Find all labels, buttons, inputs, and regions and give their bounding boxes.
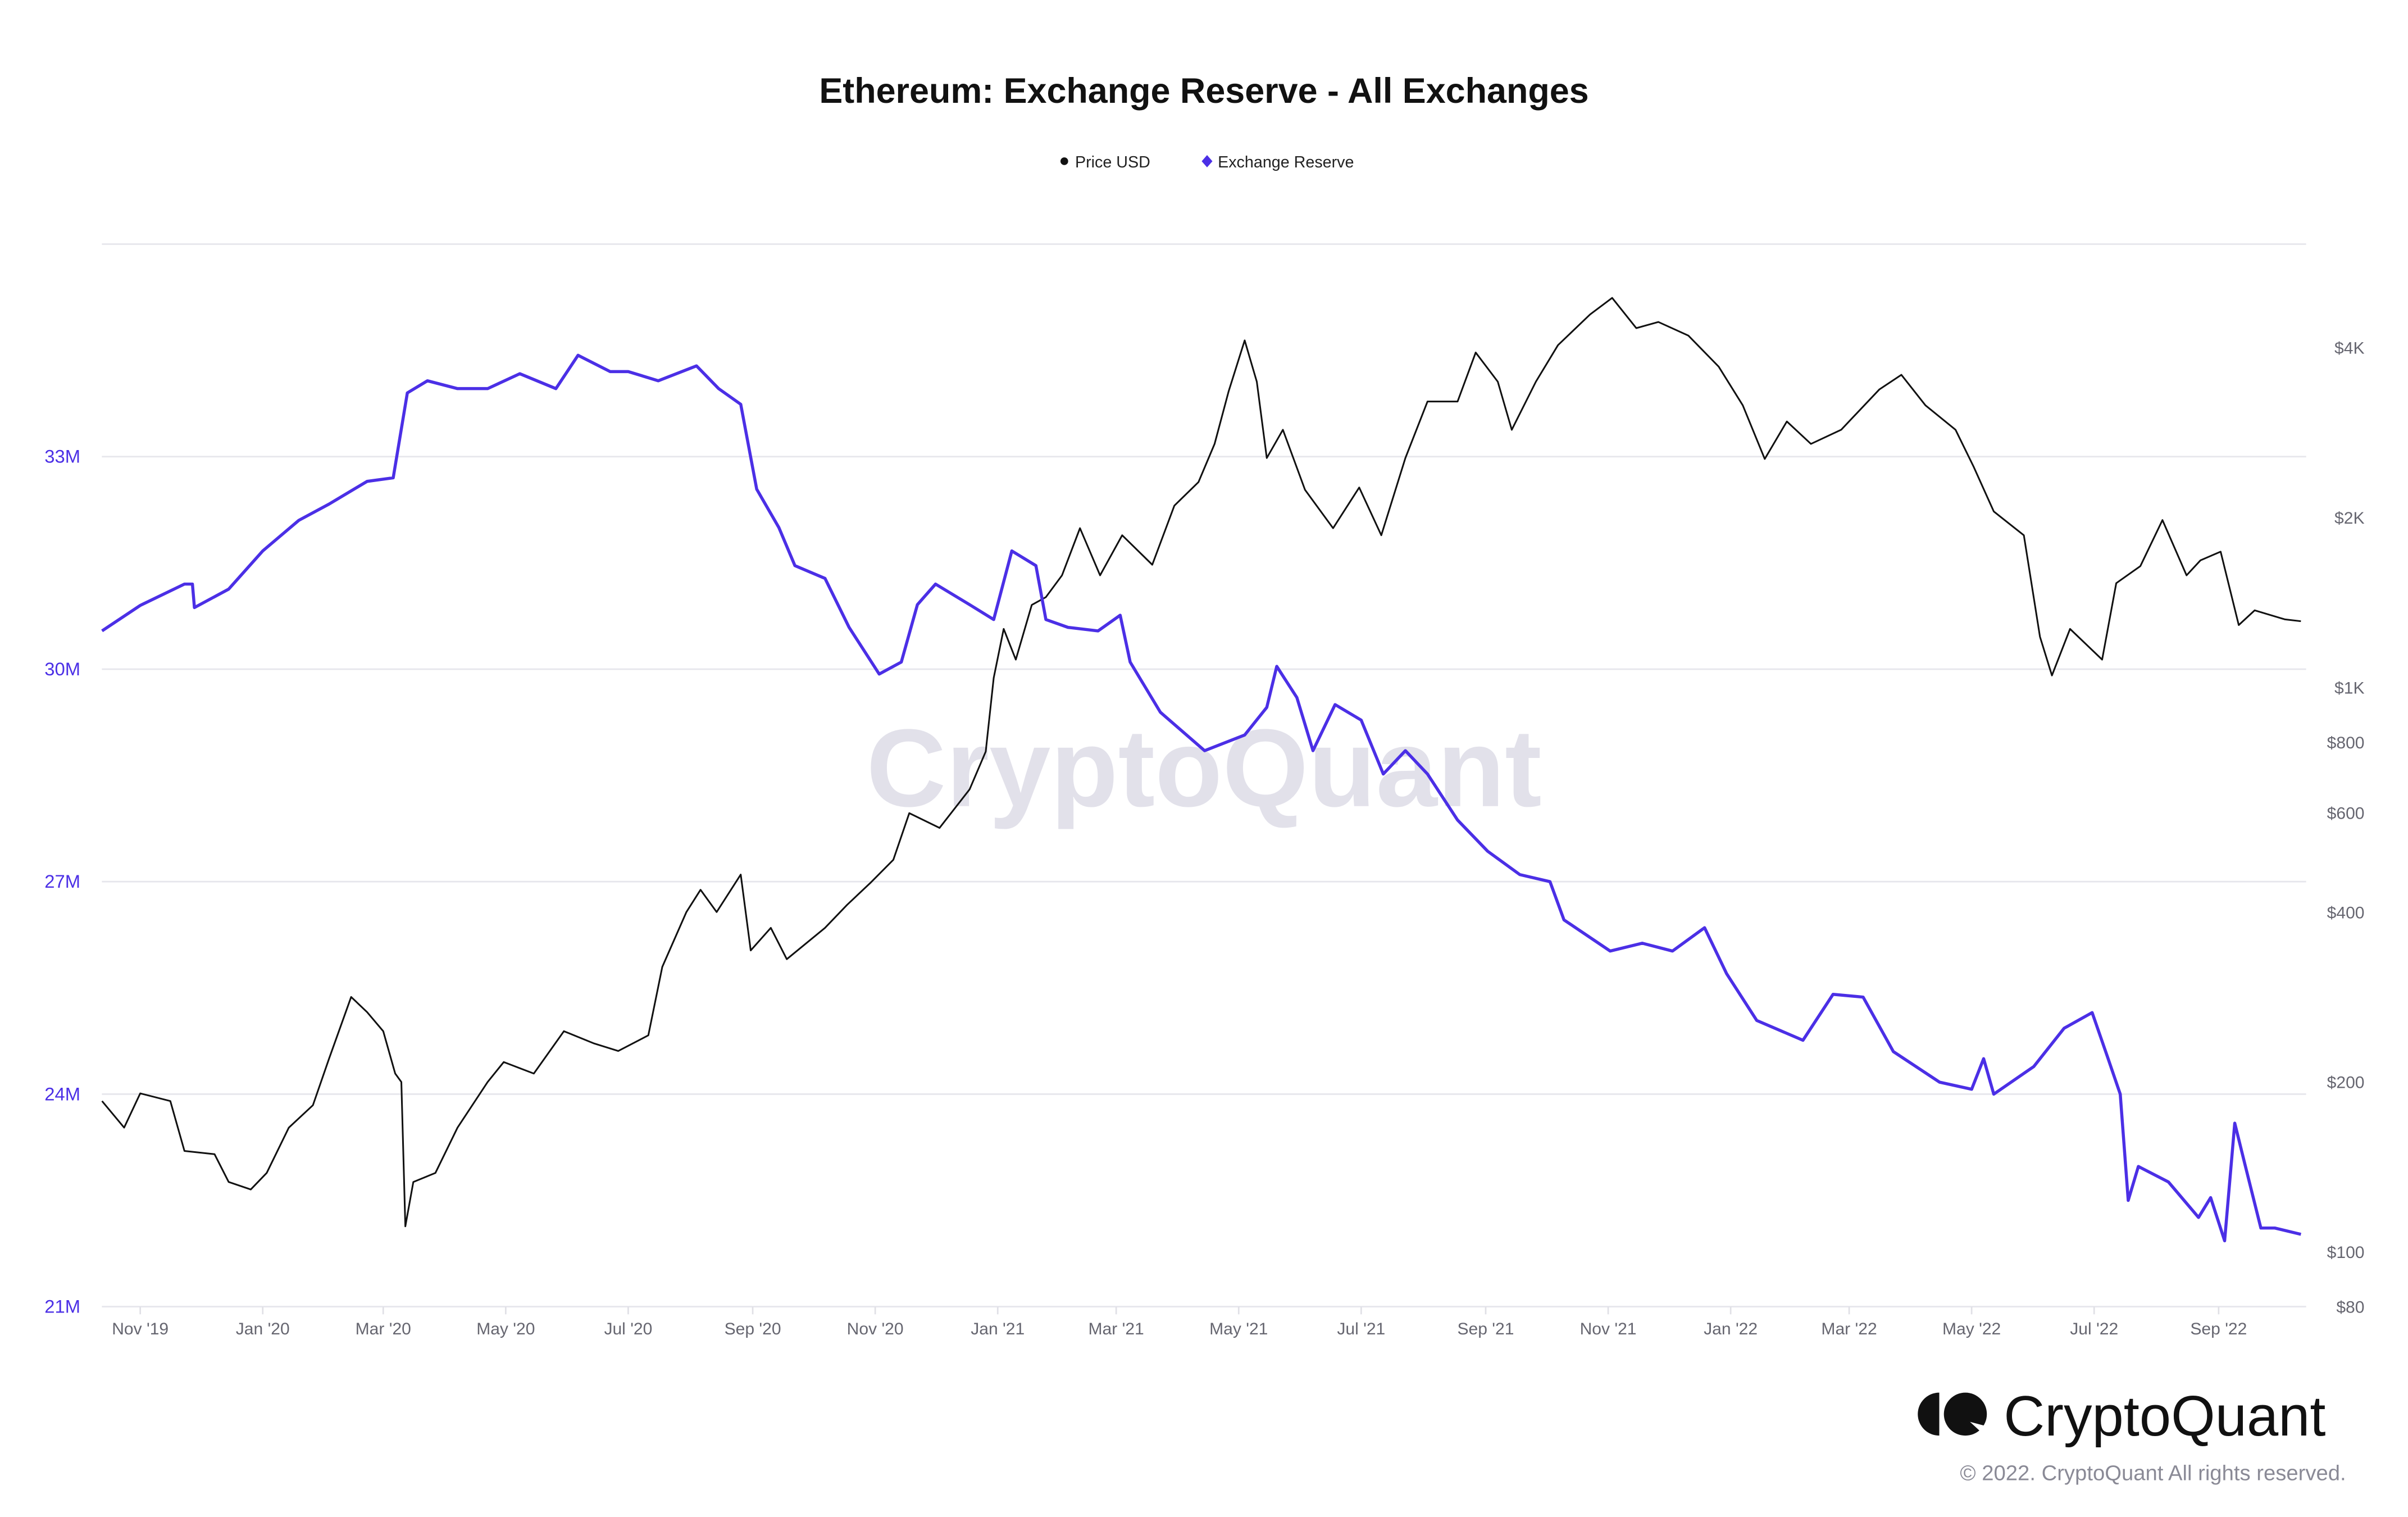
- legend-label-price: Price USD: [1075, 153, 1150, 171]
- x-tick-label: Jan '20: [236, 1320, 290, 1338]
- series-layer: [101, 297, 2301, 1243]
- x-tick-label: Sep '21: [1457, 1320, 1514, 1338]
- x-tick-label: Jul '20: [604, 1320, 652, 1338]
- x-tick-label: Nov '21: [1580, 1320, 1637, 1338]
- x-tick-label: May '21: [1209, 1320, 1268, 1338]
- x-tick-label: Nov '20: [847, 1320, 904, 1338]
- right-tick-label: $400: [2327, 903, 2365, 922]
- right-tick-label: $2K: [2334, 509, 2364, 528]
- x-tick-label: Jan '21: [971, 1320, 1025, 1338]
- logo-text: CryptoQuant: [2004, 1384, 2325, 1448]
- legend: Price USD Exchange Reserve: [1060, 153, 1354, 171]
- right-tick-label: $200: [2327, 1074, 2365, 1092]
- x-tick-label: Sep '22: [2190, 1320, 2247, 1338]
- gridlines: [102, 243, 2306, 1307]
- legend-item-price[interactable]: Price USD: [1060, 153, 1150, 171]
- left-tick-label: 33M: [44, 446, 80, 467]
- x-tick-label: May '22: [1942, 1320, 2001, 1338]
- right-tick-label: $80: [2336, 1298, 2364, 1317]
- x-axis: Nov '19 Jan '20 Mar '20 May '20 Jul '20 Sep '…: [112, 1306, 2247, 1338]
- x-tick-label: Jul '22: [2070, 1320, 2118, 1338]
- x-tick-label: Mar '21: [1089, 1320, 1144, 1338]
- x-tick-label: Sep '20: [725, 1320, 781, 1338]
- legend-circle-marker: [1060, 157, 1068, 165]
- x-tick-label: Mar '22: [1821, 1320, 1877, 1338]
- x-tick-label: Jul '21: [1337, 1320, 1385, 1338]
- left-tick-label: 24M: [44, 1083, 80, 1104]
- watermark: CryptoQuant: [866, 706, 1541, 830]
- right-axis: $80 $100 $200 $400 $600 $800 $1K $2K $4K: [2327, 339, 2365, 1317]
- left-tick-label: 30M: [44, 658, 80, 679]
- right-tick-label: $800: [2327, 734, 2365, 752]
- cryptoquant-logo-icon: [1918, 1392, 1993, 1441]
- chart-title: Ethereum: Exchange Reserve - All Exchang…: [819, 71, 1588, 111]
- right-tick-label: $4K: [2334, 339, 2364, 358]
- x-tick-label: Nov '19: [112, 1320, 169, 1338]
- legend-item-reserve[interactable]: Exchange Reserve: [1201, 153, 1354, 171]
- right-tick-label: $100: [2327, 1243, 2365, 1262]
- left-tick-label: 21M: [44, 1296, 80, 1317]
- exchange-reserve-line[interactable]: [101, 353, 2301, 1243]
- left-axis: 21M 24M 27M 30M 33M: [44, 446, 80, 1317]
- left-tick-label: 27M: [44, 871, 80, 892]
- right-tick-label: $1K: [2334, 679, 2364, 697]
- right-tick-label: $600: [2327, 804, 2365, 823]
- legend-diamond-marker: [1201, 155, 1213, 167]
- x-tick-label: Jan '22: [1704, 1320, 1758, 1338]
- legend-label-reserve: Exchange Reserve: [1218, 153, 1354, 171]
- price-usd-line[interactable]: [101, 297, 2301, 1228]
- x-tick-label: May '20: [476, 1320, 535, 1338]
- cryptoquant-logo: CryptoQuant: [1918, 1384, 2326, 1448]
- x-tick-label: Mar '20: [356, 1320, 411, 1338]
- copyright-text: © 2022. CryptoQuant All rights reserved.: [1960, 1461, 2346, 1485]
